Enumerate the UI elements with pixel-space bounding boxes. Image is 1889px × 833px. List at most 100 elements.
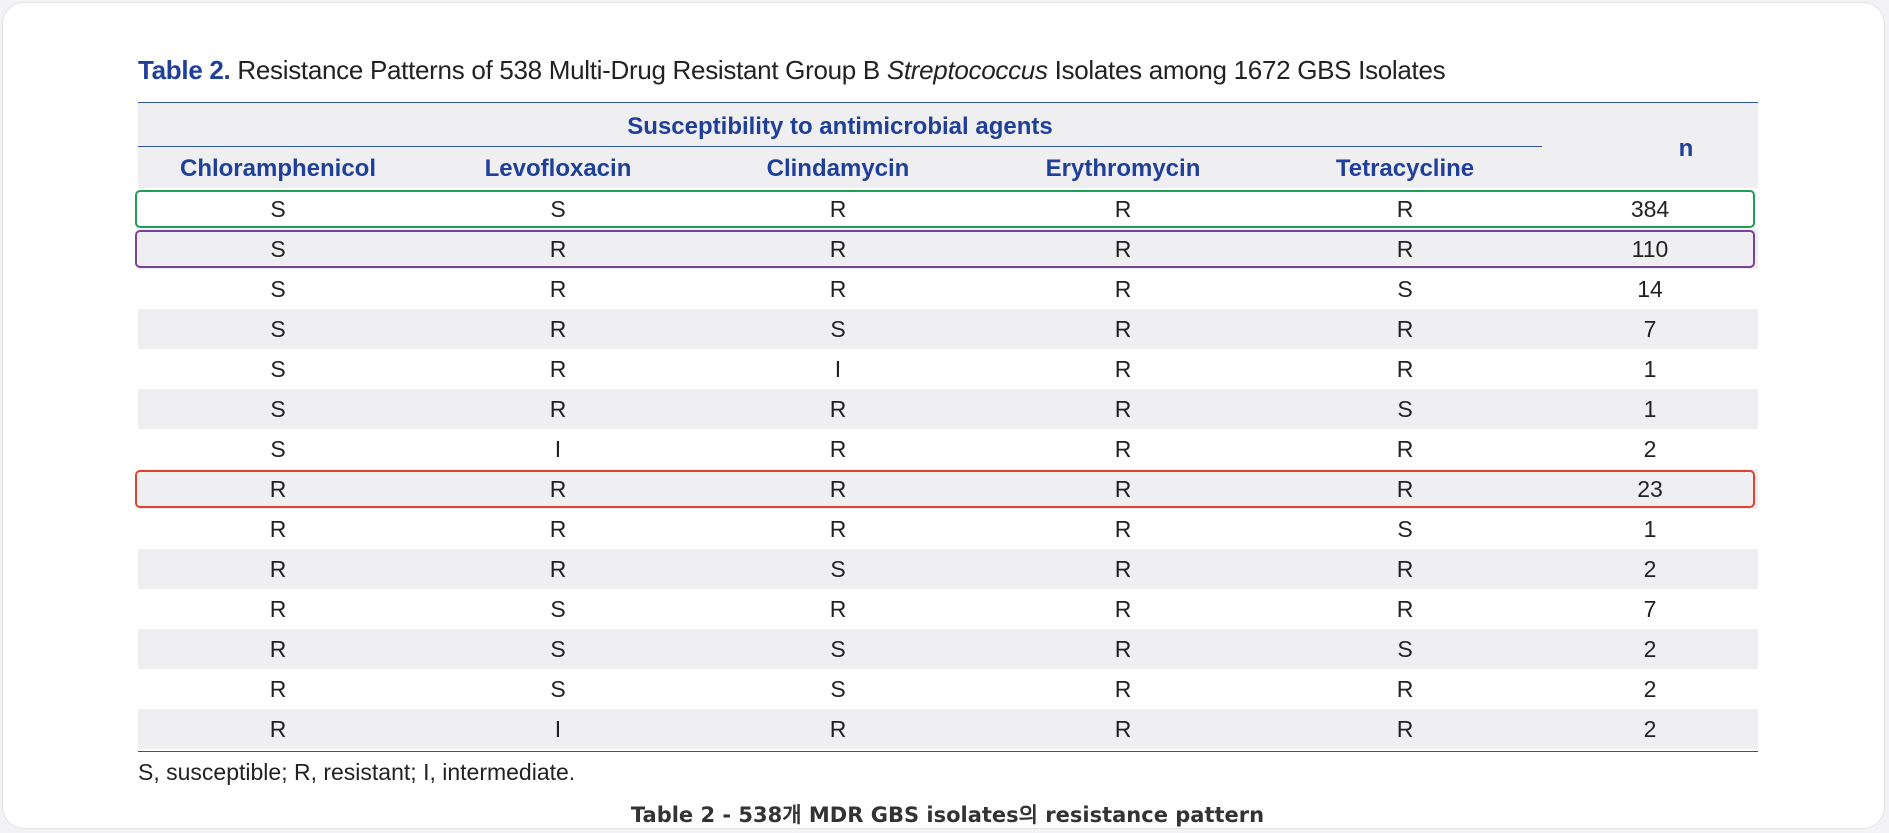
susceptibility-cell: R — [1396, 316, 1414, 342]
susceptibility-cell: R — [1114, 236, 1132, 262]
title-text-1: Resistance Patterns of 538 Multi-Drug Re… — [230, 55, 887, 85]
susceptibility-cell: S — [550, 196, 566, 222]
table-row: S R S R R 7 — [138, 309, 1758, 349]
susceptibility-cell: S — [550, 596, 566, 622]
count-cell: 14 — [1637, 276, 1663, 302]
susceptibility-cell: R — [829, 196, 847, 222]
count-cell: 2 — [1643, 556, 1657, 582]
susceptibility-cell: R — [829, 476, 847, 502]
susceptibility-cell: R — [269, 636, 287, 662]
table-row: S R R R S 14 — [138, 269, 1758, 309]
susceptibility-cell: R — [269, 596, 287, 622]
susceptibility-cell: S — [1397, 636, 1413, 662]
susceptibility-cell: S — [830, 556, 846, 582]
susceptibility-cell: R — [1114, 476, 1132, 502]
susceptibility-cell: R — [829, 596, 847, 622]
susceptibility-cell: S — [1397, 276, 1413, 302]
susceptibility-cell: R — [1114, 556, 1132, 582]
count-cell: 110 — [1631, 236, 1669, 262]
susceptibility-cell: R — [1396, 196, 1414, 222]
count-cell: 23 — [1637, 476, 1663, 502]
susceptibility-cell: S — [270, 316, 286, 342]
count-cell: 1 — [1643, 516, 1657, 542]
table-row: R R R R R 23 — [138, 469, 1758, 509]
susceptibility-cell: R — [269, 676, 287, 702]
figure-caption: Table 2 - 538개 MDR GBS isolates의 resista… — [630, 803, 1265, 827]
susceptibility-cell: R — [1114, 716, 1132, 742]
susceptibility-cell: R — [549, 476, 567, 502]
table-row: S S R R R 384 — [138, 189, 1758, 229]
table-row: R I R R R 2 — [138, 709, 1758, 749]
col-header-tetracycline: Tetracycline — [1335, 155, 1475, 182]
table-row: R S S R R 2 — [138, 669, 1758, 709]
table-title: Table 2. Resistance Patterns of 538 Mult… — [138, 55, 1758, 86]
col-header-erythromycin: Erythromycin — [1045, 155, 1201, 182]
susceptibility-cell: R — [1396, 476, 1414, 502]
susceptibility-cell: S — [270, 276, 286, 302]
count-cell: 1 — [1643, 356, 1657, 382]
count-cell: 2 — [1643, 436, 1657, 462]
susceptibility-cell: R — [269, 556, 287, 582]
susceptibility-cell: R — [1114, 356, 1132, 382]
susceptibility-cell: S — [270, 356, 286, 382]
table-number: Table 2. — [138, 55, 231, 85]
table-row: R S R R R 7 — [138, 589, 1758, 629]
susceptibility-cell: R — [1396, 236, 1414, 262]
susceptibility-cell: R — [1114, 396, 1132, 422]
susceptibility-cell: R — [269, 516, 287, 542]
susceptibility-cell: S — [830, 676, 846, 702]
susceptibility-cell: I — [554, 716, 562, 742]
susceptibility-cell: S — [270, 396, 286, 422]
susceptibility-cell: R — [1114, 436, 1132, 462]
susceptibility-cell: R — [829, 396, 847, 422]
susceptibility-cell: S — [270, 196, 286, 222]
susceptibility-cell: S — [830, 316, 846, 342]
count-cell: 1 — [1643, 396, 1657, 422]
title-italic: Streptococcus — [886, 55, 1048, 85]
table-row: R R S R R 2 — [138, 549, 1758, 589]
susceptibility-cell: S — [550, 676, 566, 702]
title-text-2: Isolates among 1672 GBS Isolates — [1047, 55, 1446, 85]
table-header: Susceptibility to antimicrobial agents C… — [138, 103, 1758, 188]
count-cell: 2 — [1643, 636, 1657, 662]
table-body: S S R R R 384 S R R R R 110 S R R R S 14 S R S R R 7 S R I R R 1 S R R R S… — [135, 189, 1758, 749]
susceptibility-cell: R — [549, 556, 567, 582]
table-row: S I R R R 2 — [138, 429, 1758, 469]
table-row: S R R R S 1 — [138, 389, 1758, 429]
susceptibility-cell: R — [1114, 276, 1132, 302]
susceptibility-cell: R — [829, 516, 847, 542]
table-row: S R R R R 110 — [138, 229, 1758, 269]
susceptibility-cell: R — [829, 236, 847, 262]
susceptibility-cell: R — [1396, 676, 1414, 702]
susceptibility-cell: R — [1114, 196, 1132, 222]
susceptibility-cell: R — [549, 356, 567, 382]
table-row: R S S R S 2 — [138, 629, 1758, 669]
susceptibility-cell: I — [554, 436, 562, 462]
susceptibility-cell: R — [1396, 356, 1414, 382]
susceptibility-cell: S — [830, 636, 846, 662]
col-header-n: n — [1678, 135, 1694, 162]
col-header-chloramphenicol: Chloramphenicol — [179, 155, 377, 182]
count-cell: 384 — [1630, 196, 1670, 222]
susceptibility-cell: R — [1396, 436, 1414, 462]
count-cell: 7 — [1643, 596, 1657, 622]
susceptibility-cell: R — [549, 236, 567, 262]
susceptibility-cell: R — [549, 396, 567, 422]
group-header: Susceptibility to antimicrobial agents — [627, 113, 1053, 140]
susceptibility-cell: R — [829, 436, 847, 462]
susceptibility-cell: S — [270, 436, 286, 462]
count-cell: 2 — [1643, 716, 1657, 742]
susceptibility-cell: R — [1114, 636, 1132, 662]
susceptibility-cell: I — [834, 356, 842, 382]
susceptibility-cell: R — [549, 316, 567, 342]
susceptibility-cell: R — [1114, 676, 1132, 702]
count-cell: 2 — [1643, 676, 1657, 702]
susceptibility-cell: S — [1397, 516, 1413, 542]
susceptibility-cell: S — [550, 636, 566, 662]
susceptibility-cell: R — [549, 276, 567, 302]
group-header-rule — [138, 146, 1542, 147]
susceptibility-cell: R — [1396, 556, 1414, 582]
col-header-clindamycin: Clindamycin — [766, 155, 910, 182]
table-row: R R R R S 1 — [138, 509, 1758, 549]
